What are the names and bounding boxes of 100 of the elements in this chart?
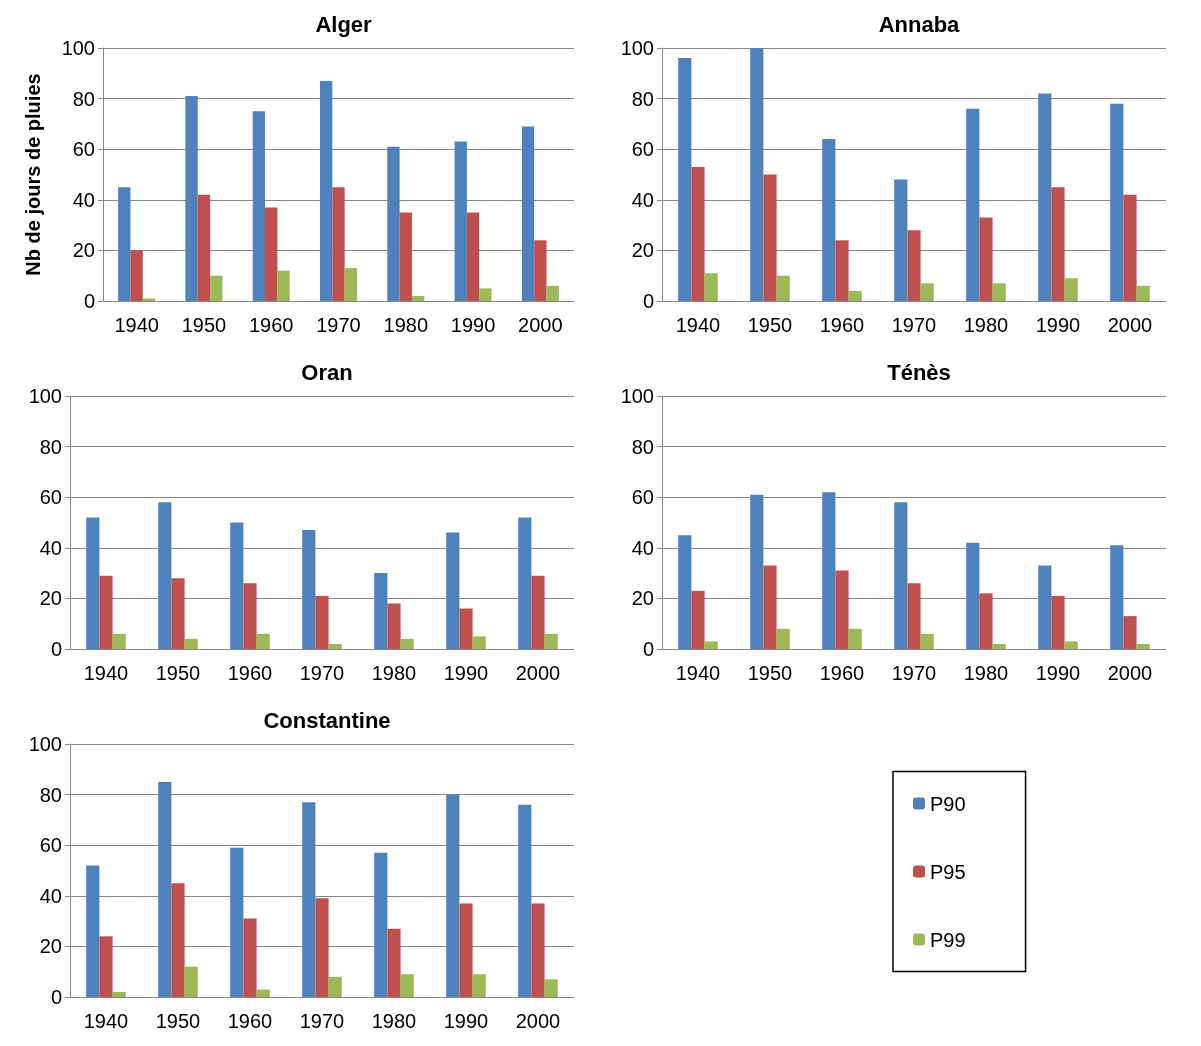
bar xyxy=(678,535,692,649)
x-tick-label: 1960 xyxy=(819,662,865,684)
bar xyxy=(750,494,764,649)
x-tick-label: 2000 xyxy=(515,1010,561,1032)
x-tick-label: 1940 xyxy=(675,662,721,684)
bar xyxy=(704,273,718,301)
bar xyxy=(171,578,185,649)
y-tick-label: 80 xyxy=(72,87,95,110)
bar xyxy=(328,643,342,649)
bar xyxy=(1038,565,1052,649)
bar xyxy=(1051,595,1065,649)
chart-title: Oran xyxy=(301,359,353,385)
chart-title: Alger xyxy=(315,11,373,37)
y-tick-label: 100 xyxy=(61,37,95,59)
y-tick-label: 80 xyxy=(631,435,654,458)
x-tick-label: 1960 xyxy=(248,314,294,336)
bar xyxy=(277,270,290,301)
x-tick-label: 1940 xyxy=(114,314,159,336)
bar xyxy=(374,852,388,997)
bar xyxy=(979,217,993,301)
bar xyxy=(521,126,535,301)
y-tick-label: 40 xyxy=(39,536,62,559)
x-tick-label: 1960 xyxy=(819,314,865,336)
x-tick-label: 2000 xyxy=(1107,314,1153,336)
bar xyxy=(848,290,862,301)
y-tick-label: 100 xyxy=(28,385,62,407)
bar xyxy=(302,802,316,997)
y-tick-label: 80 xyxy=(39,435,62,458)
x-tick-label: 1990 xyxy=(1035,314,1081,336)
bar xyxy=(472,974,486,997)
bar xyxy=(1110,545,1124,649)
bar xyxy=(344,268,357,301)
x-tick-label: 1970 xyxy=(299,1010,345,1032)
bar xyxy=(546,285,559,301)
y-tick-label: 100 xyxy=(620,385,654,407)
x-tick-label: 1950 xyxy=(155,1010,201,1032)
bar xyxy=(400,974,414,997)
bar xyxy=(230,522,244,649)
bar xyxy=(1051,187,1065,301)
bar xyxy=(763,174,777,301)
bar xyxy=(328,976,342,997)
y-tick-label: 20 xyxy=(39,587,62,610)
y-tick-label: 40 xyxy=(39,884,62,907)
y-tick-label: 80 xyxy=(39,783,62,806)
bar xyxy=(256,989,270,997)
bar xyxy=(142,298,156,301)
bar xyxy=(1123,194,1137,301)
bar xyxy=(332,187,345,301)
bar xyxy=(920,283,934,301)
x-tick-label: 2000 xyxy=(515,662,561,684)
legend-label: P95 xyxy=(930,860,966,883)
bar xyxy=(776,628,790,649)
y-tick-label: 100 xyxy=(28,733,62,755)
bar xyxy=(112,633,126,649)
y-tick-label: 20 xyxy=(39,935,62,958)
bar xyxy=(691,590,705,649)
bar xyxy=(243,918,257,997)
x-tick-label: 1950 xyxy=(747,314,793,336)
bar xyxy=(411,295,425,301)
x-tick-label: 1980 xyxy=(963,314,1009,336)
bar xyxy=(472,636,486,649)
bar xyxy=(320,80,333,301)
x-tick-label: 1970 xyxy=(316,314,361,336)
bar xyxy=(518,517,532,649)
y-tick-label: 60 xyxy=(39,486,62,509)
bar xyxy=(374,573,388,649)
bar xyxy=(992,283,1006,301)
bar xyxy=(1064,278,1078,301)
y-tick-label: 60 xyxy=(631,138,654,161)
y-tick-label: 0 xyxy=(50,638,62,660)
bar xyxy=(979,593,993,649)
bar xyxy=(992,643,1006,649)
bar xyxy=(302,530,316,649)
y-tick-label: 0 xyxy=(642,290,654,312)
bar xyxy=(387,146,400,301)
bar xyxy=(387,928,401,997)
x-tick-label: 1950 xyxy=(181,314,227,336)
bar xyxy=(185,96,198,301)
bar xyxy=(315,898,329,997)
bar xyxy=(678,58,692,301)
y-tick-label: 60 xyxy=(631,486,654,509)
bar xyxy=(130,250,143,301)
bar xyxy=(763,565,777,649)
x-tick-label: 1960 xyxy=(227,1010,273,1032)
bar xyxy=(704,641,718,649)
x-tick-label: 1970 xyxy=(299,662,345,684)
bar xyxy=(265,207,278,301)
x-tick-label: 1990 xyxy=(450,314,496,336)
x-tick-label: 1960 xyxy=(227,662,273,684)
bar xyxy=(158,781,172,997)
bar xyxy=(531,903,545,997)
bar xyxy=(518,804,532,997)
y-axis-title: Nb de jours de pluies xyxy=(22,73,44,276)
bar xyxy=(534,240,547,301)
bar xyxy=(230,847,244,997)
y-tick-label: 20 xyxy=(631,239,654,262)
bar xyxy=(1064,641,1078,649)
bar xyxy=(479,288,492,301)
bar xyxy=(99,936,113,997)
x-tick-label: 1990 xyxy=(443,1010,489,1032)
